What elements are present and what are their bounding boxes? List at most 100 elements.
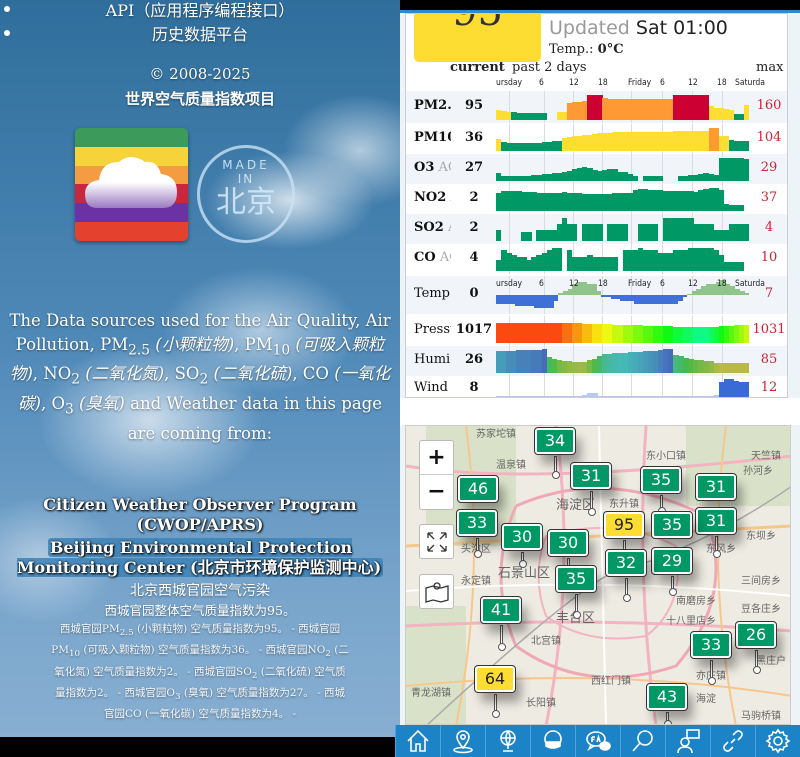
menu-item-history[interactable]: 历史数据平台: [151, 25, 248, 44]
map-layers-button[interactable]: [419, 574, 454, 609]
map-place-label: 豆各庄乡: [741, 604, 781, 615]
bar: [647, 190, 654, 211]
bar: [688, 131, 694, 151]
bar: [617, 193, 623, 211]
source-cwop-link[interactable]: Citizen Weather Observer Program (CWOP/A…: [43, 495, 357, 535]
bar: [733, 380, 740, 397]
aqi-marker[interactable]: 32: [605, 549, 647, 577]
marker-pin: [474, 538, 482, 558]
bar: [597, 223, 603, 241]
bar: [536, 174, 542, 181]
nav-button-mask[interactable]: [530, 725, 575, 757]
row-current: 27: [464, 160, 484, 175]
aqi-marker[interactable]: 33: [456, 509, 498, 537]
bar: [718, 190, 725, 211]
aqi-marker[interactable]: 30: [547, 529, 589, 557]
bar: [515, 295, 521, 306]
nav-button-gear[interactable]: [755, 725, 800, 757]
bar: [566, 192, 573, 211]
bar: [496, 322, 502, 343]
aqi-marker[interactable]: 29: [651, 547, 693, 575]
nav-button-support[interactable]: [665, 725, 710, 757]
nav-button-home[interactable]: [395, 725, 440, 757]
menu-item-api[interactable]: API（应用程序编程接口）: [105, 1, 295, 20]
bar: [743, 105, 750, 120]
bar: [592, 95, 598, 120]
aqi-marker[interactable]: 34: [534, 427, 576, 455]
station-map[interactable]: 苏家坨镇温泉镇东小口镇天竺镇孙河乡东升镇海淀区东坝乡头沟区东风乡永定镇石景山区三…: [405, 425, 791, 725]
bar: [683, 191, 689, 211]
bar: [587, 95, 593, 120]
aqi-marker[interactable]: 35: [651, 511, 693, 539]
aqi-marker[interactable]: 35: [555, 565, 597, 593]
map-place-label: 十八里店乡: [666, 616, 716, 627]
bar: [652, 176, 659, 181]
nav-button-search[interactable]: [620, 725, 665, 757]
bar: [696, 288, 702, 295]
zoom-in-button[interactable]: +: [420, 441, 453, 475]
bar: [718, 158, 725, 181]
nav-button-faq[interactable]: [575, 725, 620, 757]
marker-pin: [658, 495, 666, 515]
gridline: [573, 276, 575, 314]
aqi-marker[interactable]: 31: [570, 462, 612, 490]
bar: [723, 135, 730, 151]
badge-city: 北京: [216, 185, 276, 220]
aqi-marker[interactable]: 33: [690, 631, 732, 659]
bar: [647, 132, 654, 151]
aqi-marker[interactable]: 46: [457, 475, 499, 503]
marker-pin: [669, 576, 677, 596]
bar: [678, 396, 684, 397]
bar: [634, 295, 640, 304]
zoom-out-button[interactable]: −: [427, 479, 446, 504]
bar: [718, 108, 725, 120]
aqi-marker[interactable]: 95: [603, 511, 645, 539]
bar: [524, 295, 530, 306]
bar: [688, 174, 694, 181]
bar: [622, 99, 628, 120]
bar: [637, 189, 644, 211]
bar: [728, 158, 735, 181]
bar: [703, 95, 709, 120]
bar: [738, 113, 745, 120]
bar: [521, 322, 527, 343]
bar: [566, 396, 573, 397]
bar: [657, 190, 664, 211]
gridline: [544, 124, 546, 154]
bar: [531, 112, 537, 120]
row-bars: [496, 244, 749, 274]
bar: [571, 396, 578, 397]
map-icon: [424, 581, 449, 603]
aqi-marker[interactable]: 31: [695, 507, 737, 535]
row-bars: [496, 276, 750, 314]
aqi-marker[interactable]: 41: [480, 596, 522, 624]
nav-button-link[interactable]: [710, 725, 755, 757]
bar: [582, 101, 588, 120]
aqi-marker[interactable]: 30: [501, 523, 543, 551]
bar: [637, 351, 644, 373]
aqi-marker[interactable]: 64: [474, 665, 516, 693]
bar: [698, 396, 704, 397]
gridline: [573, 376, 575, 397]
nav-button-location-pin[interactable]: [440, 725, 485, 757]
temperature: Temp.: 0°C: [549, 42, 624, 57]
bar: [607, 193, 613, 211]
aqi-marker[interactable]: 35: [640, 466, 682, 494]
aqi-marker[interactable]: 43: [646, 683, 688, 711]
bar: [587, 360, 593, 373]
row-max: 12: [760, 379, 778, 395]
bar: [723, 229, 730, 241]
bar: [643, 295, 650, 304]
bar: [657, 326, 664, 343]
bar: [693, 95, 699, 120]
aqi-marker[interactable]: 26: [735, 621, 777, 649]
bar: [632, 190, 639, 211]
map-place-label: 南磨房乡: [676, 596, 716, 607]
bar: [612, 396, 618, 397]
aqi-marker[interactable]: 31: [695, 473, 737, 501]
fullscreen-button[interactable]: [419, 524, 454, 559]
nav-button-globe[interactable]: [485, 725, 530, 757]
source-bjepmc-link[interactable]: Beijing Environmental Protection Monitor…: [16, 538, 384, 578]
bar: [506, 350, 512, 373]
bar: [607, 223, 613, 241]
